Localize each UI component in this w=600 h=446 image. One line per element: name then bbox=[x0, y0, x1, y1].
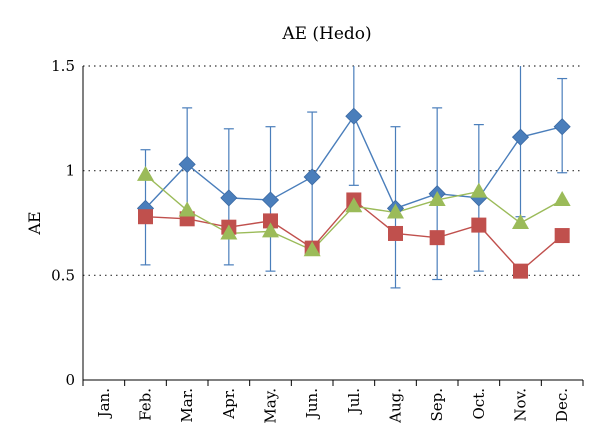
triangle-marker bbox=[137, 165, 154, 181]
square-marker bbox=[554, 228, 570, 244]
square-marker bbox=[138, 209, 153, 225]
x-tick-label: Apr. bbox=[220, 388, 238, 420]
gridlines bbox=[83, 65, 583, 276]
y-tick-label: 1 bbox=[65, 162, 75, 180]
triangle-marker bbox=[303, 241, 321, 257]
y-axis-label: AE bbox=[25, 211, 44, 235]
diamond-marker bbox=[345, 107, 363, 125]
triangle-marker bbox=[512, 214, 529, 229]
chart-title: AE (Hedo) bbox=[281, 24, 371, 44]
y-tick-labels: 0 0.5 1 1.5 bbox=[51, 57, 75, 389]
x-tick-labels: Jan. Feb. Mar. Apr. May. Jun. Jul. Aug. Sep. Oct.… bbox=[95, 388, 571, 424]
square-marker bbox=[388, 225, 403, 241]
diamond-marker bbox=[511, 128, 530, 146]
triangle-marker bbox=[345, 197, 363, 213]
axes bbox=[82, 66, 584, 386]
triangle-marker bbox=[262, 222, 279, 238]
triangle-marker bbox=[178, 201, 196, 217]
triangle-marker bbox=[428, 190, 446, 206]
diamond-marker bbox=[261, 191, 280, 209]
x-tick-label: Mar. bbox=[178, 388, 196, 423]
error-bars bbox=[140, 66, 568, 289]
series-line bbox=[145, 174, 563, 252]
x-tick-label: Oct. bbox=[470, 388, 488, 420]
y-tick-label: 0.5 bbox=[51, 266, 75, 284]
square-marker bbox=[429, 230, 445, 246]
square-marker bbox=[471, 217, 487, 233]
x-tick-label: Jun. bbox=[303, 388, 321, 420]
diamond-marker bbox=[220, 189, 238, 207]
x-tick-label: Jan. bbox=[95, 388, 113, 419]
y-tick-label: 1.5 bbox=[51, 57, 75, 75]
diamond-marker bbox=[178, 155, 196, 173]
series-markers bbox=[136, 107, 571, 279]
x-tick-label: Feb. bbox=[137, 388, 155, 421]
diamond-marker bbox=[553, 118, 571, 136]
triangle-marker bbox=[553, 190, 571, 206]
square-marker bbox=[263, 213, 278, 229]
triangle-marker bbox=[470, 182, 488, 198]
x-tick-label: Nov. bbox=[512, 388, 530, 422]
y-tick-label: 0 bbox=[65, 371, 75, 389]
x-tick-label: Jul. bbox=[345, 388, 363, 415]
x-tick-label: Aug. bbox=[387, 388, 405, 424]
diamond-marker bbox=[303, 168, 321, 186]
triangle-marker bbox=[220, 224, 238, 240]
square-marker bbox=[513, 263, 528, 279]
x-tick-label: Dec. bbox=[553, 388, 571, 422]
x-tick-label: May. bbox=[262, 388, 280, 424]
x-tick-label: Sep. bbox=[428, 388, 446, 422]
triangle-marker bbox=[387, 203, 404, 219]
